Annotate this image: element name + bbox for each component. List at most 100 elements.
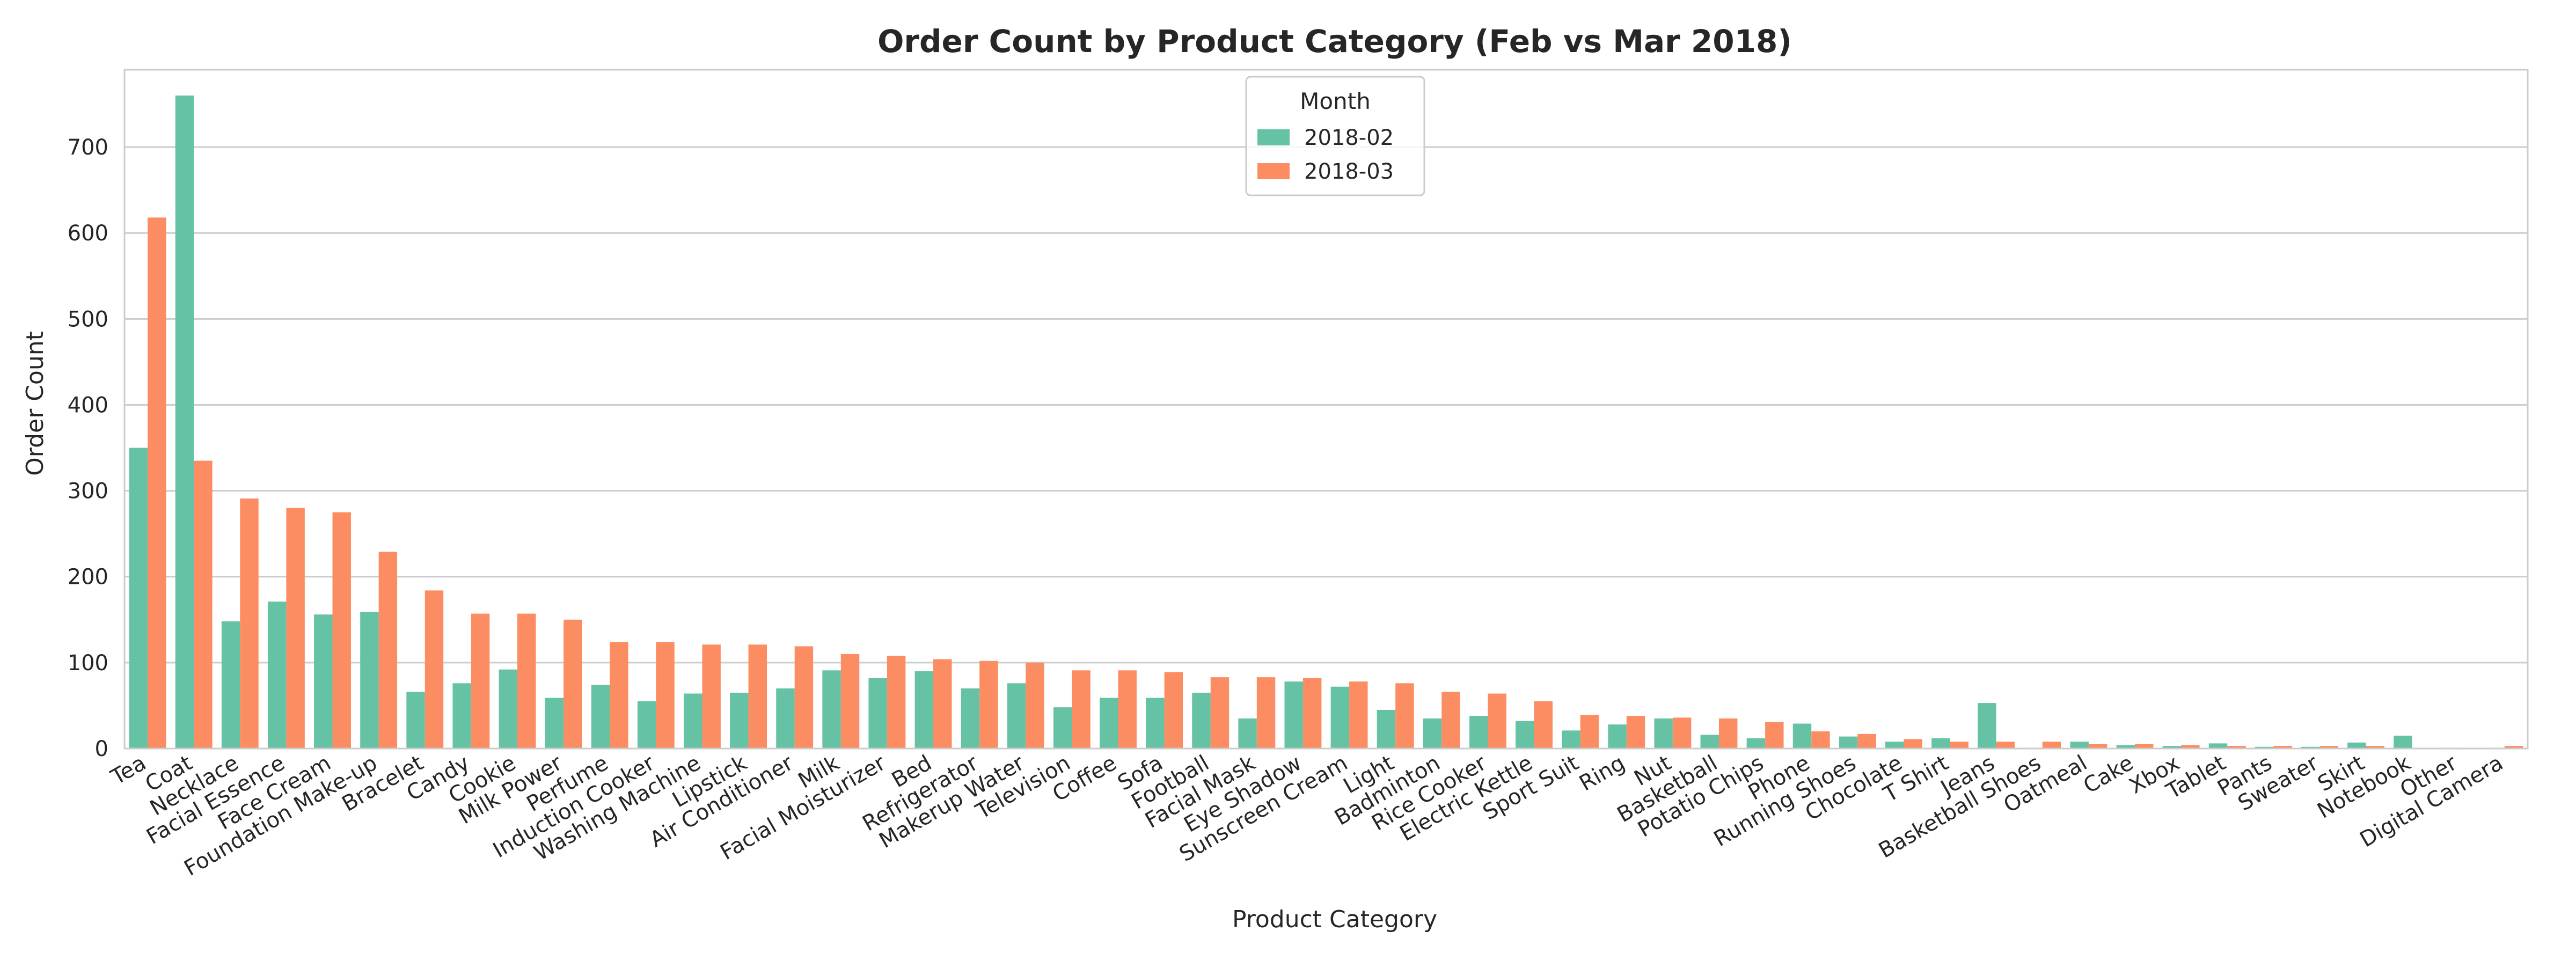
y-axis-label: Order Count <box>21 331 49 476</box>
bar-2018-02-tea <box>129 448 148 749</box>
bar-2018-02-sofa <box>1146 698 1165 749</box>
bar-2018-03-bracelet <box>425 590 444 749</box>
bar-2018-03-refrigerator <box>979 661 998 749</box>
bar-2018-03-milk <box>840 654 860 749</box>
bar-2018-03-milk-power <box>564 619 582 749</box>
bar-2018-03-sunscreen-cream <box>1349 681 1368 749</box>
legend-label-2018-02: 2018-02 <box>1304 126 1394 150</box>
bar-2018-03-sofa <box>1164 672 1183 749</box>
bar-2018-02-eye-shadow <box>1284 681 1303 749</box>
bar-2018-03-makerup-water <box>1026 662 1044 749</box>
bar-2018-03-tea <box>148 217 166 749</box>
bar-2018-03-running-shoes <box>1857 734 1876 749</box>
bar-2018-02-light <box>1377 709 1396 749</box>
bar-2018-03-jeans <box>1996 742 2015 749</box>
bar-2018-03-tablet <box>2227 746 2246 749</box>
bar-2018-02-sport-suit <box>1562 730 1580 749</box>
bar-2018-02-running-shoes <box>1839 736 1858 749</box>
bar-2018-03-rice-cooker <box>1488 693 1506 749</box>
bar-2018-03-digital-camera <box>2504 746 2523 749</box>
bar-2018-02-facial-essence <box>267 602 287 749</box>
bar-2018-02-potatio-chips <box>1746 738 1766 749</box>
bar-2018-03-t-shirt <box>1950 742 1969 749</box>
bar-2018-02-notebook <box>2394 735 2412 749</box>
bar-2018-03-bed <box>933 659 952 749</box>
legend-label-2018-03: 2018-03 <box>1304 159 1394 184</box>
legend-swatch-2018-02 <box>1257 129 1290 145</box>
bar-2018-03-face-cream <box>332 512 351 749</box>
bar-2018-02-makerup-water <box>1007 683 1026 749</box>
bar-2018-03-coat <box>194 460 213 749</box>
chart-title: Order Count by Product Category (Feb vs … <box>877 23 1792 60</box>
bar-2018-02-pants <box>2255 746 2274 749</box>
bar-2018-03-television <box>1072 670 1091 749</box>
bar-2018-03-perfume <box>610 642 628 749</box>
bar-2018-03-oatmeal <box>2088 744 2107 749</box>
bar-2018-02-milk <box>822 670 841 749</box>
bar-2018-03-sport-suit <box>1580 715 1599 749</box>
legend-swatch-2018-03 <box>1257 163 1290 179</box>
plot-frame <box>123 69 2529 750</box>
bar-2018-03-nut <box>1672 717 1692 749</box>
bar-2018-02-lipstick <box>730 692 749 749</box>
bar-2018-02-cake <box>2116 745 2135 749</box>
bar-2018-02-nut <box>1654 718 1673 749</box>
bar-2018-02-sweater <box>2301 746 2320 749</box>
bar-2018-03-eye-shadow <box>1302 678 1322 749</box>
x-axis-label: Product Category <box>1232 906 1437 933</box>
legend-title: Month <box>1300 88 1371 114</box>
bar-2018-02-bracelet <box>406 692 425 749</box>
bar-2018-02-skirt <box>2347 742 2366 749</box>
bar-2018-03-badminton <box>1441 692 1460 749</box>
bar-2018-02-basketball <box>1700 735 1719 749</box>
y-tick-labels: 0 100 200 300 400 500 600 700 <box>68 135 108 761</box>
bar-2018-02-badminton <box>1423 718 1442 749</box>
bar-2018-02-t-shirt <box>1931 738 1950 749</box>
bar-2018-03-ring <box>1626 716 1645 749</box>
bars <box>129 96 2523 749</box>
bar-2018-02-washing-machine <box>683 693 702 749</box>
bar-2018-02-phone <box>1792 723 1812 749</box>
bar-2018-02-face-cream <box>314 614 333 749</box>
y-tick-label: 600 <box>68 221 108 246</box>
bar-2018-03-xbox <box>2181 745 2200 749</box>
bar-2018-02-milk-power <box>545 698 564 749</box>
bar-2018-03-coffee <box>1118 670 1137 749</box>
y-tick-label: 300 <box>68 479 108 504</box>
bar-2018-03-facial-moisturizer <box>887 656 906 749</box>
bar-2018-03-cake <box>2135 744 2154 749</box>
bar-2018-03-football <box>1210 677 1230 749</box>
bar-2018-03-basketball-shoes <box>2042 742 2061 749</box>
bar-2018-02-refrigerator <box>961 688 980 749</box>
bar-2018-03-skirt <box>2366 746 2385 749</box>
bar-2018-02-ring <box>1608 724 1627 749</box>
y-tick-label: 200 <box>68 565 108 590</box>
bar-2018-03-basketball <box>1718 718 1738 749</box>
bar-2018-02-electric-kettle <box>1516 721 1534 749</box>
bar-2018-03-air-conditioner <box>794 646 814 749</box>
bar-2018-02-coffee <box>1100 698 1118 749</box>
y-tick-label: 100 <box>68 651 108 676</box>
bar-2018-02-perfume <box>591 685 610 749</box>
bar-2018-02-sunscreen-cream <box>1330 686 1350 749</box>
bar-2018-02-rice-cooker <box>1469 716 1488 749</box>
y-tick-label: 700 <box>68 135 108 160</box>
bar-2018-02-foundation-make-up <box>360 612 379 749</box>
bar-2018-03-cookie <box>517 613 536 749</box>
bar-2018-02-facial-mask <box>1238 718 1257 749</box>
bar-2018-03-phone <box>1811 731 1830 749</box>
bar-2018-02-bed <box>914 671 934 749</box>
bar-2018-02-oatmeal <box>2070 742 2089 749</box>
bar-2018-02-tablet <box>2208 743 2228 749</box>
bar-2018-03-induction-cooker <box>656 642 675 749</box>
bar-2018-02-induction-cooker <box>637 701 656 749</box>
bar-2018-02-football <box>1192 692 1211 749</box>
bar-2018-03-facial-essence <box>286 508 305 749</box>
legend-frame <box>1245 76 1425 196</box>
bar-2018-02-xbox <box>2162 746 2182 749</box>
bar-2018-03-light <box>1395 683 1414 749</box>
bar-2018-03-candy <box>471 613 490 749</box>
bar-2018-02-coat <box>175 96 194 749</box>
bar-2018-03-washing-machine <box>702 644 721 749</box>
bar-2018-03-facial-mask <box>1256 677 1276 749</box>
